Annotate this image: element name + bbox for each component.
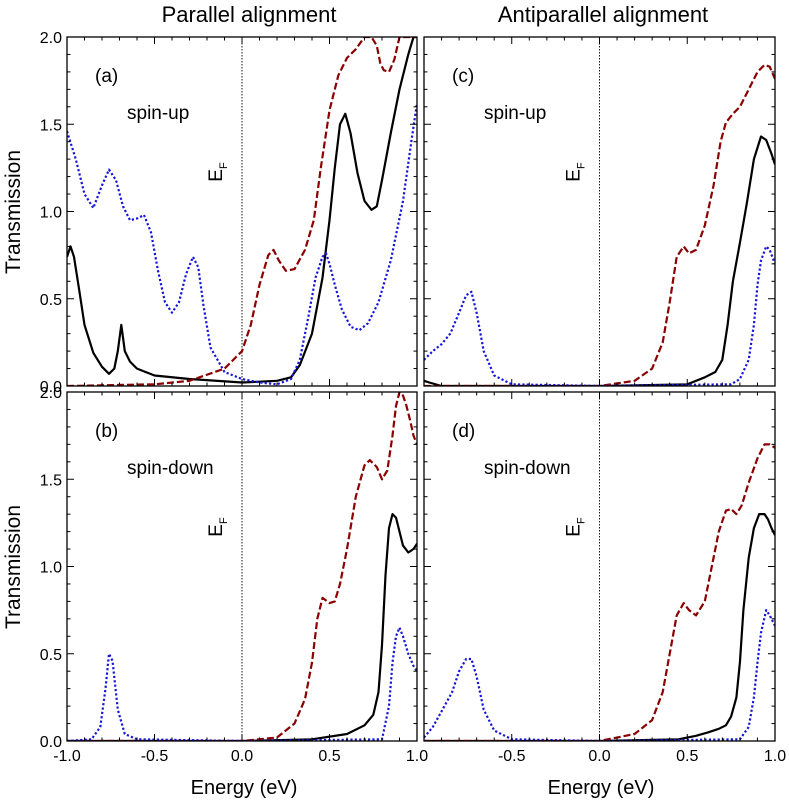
series-dashed-darkred <box>424 443 775 741</box>
x-tick-label: 1.0 <box>764 748 786 765</box>
series-dashed-darkred <box>67 37 417 386</box>
col-title-antiparallel: Antiparallel alignment <box>498 2 708 27</box>
y-tick-label: 0.0 <box>40 379 62 396</box>
panels: 0.0 0.5 1.0 1.5 2.0 (a) spin-up EF 0.0 0.5 1.0 1.5 2… <box>40 30 786 765</box>
y-tick-label: 1.0 <box>40 560 62 577</box>
panel-label: (d) <box>452 421 475 442</box>
y-tick-label: 2.0 <box>40 385 62 402</box>
x-tick-label: 0.5 <box>676 748 698 765</box>
series-dotted-blue <box>67 626 417 741</box>
y-tick-label: 0.0 <box>40 734 62 751</box>
xlabel-left: Energy (eV) <box>191 777 298 799</box>
x-tick-label: 0.0 <box>588 748 610 765</box>
fermi-level-label: EF <box>564 517 588 537</box>
spin-annotation: spin-up <box>484 103 546 124</box>
panel-a: 0.0 0.5 1.0 1.5 2.0 (a) spin-up EF <box>40 30 418 396</box>
series-dashed-darkred <box>67 392 417 741</box>
spin-annotation: spin-up <box>127 103 189 124</box>
series-dashed-darkred <box>424 63 775 386</box>
x-tick-label: 0.0 <box>231 748 253 765</box>
spin-annotation: spin-down <box>484 458 571 479</box>
ylabel-top: Transmission <box>2 150 25 274</box>
series-solid-black <box>424 513 775 741</box>
y-tick-label: 1.5 <box>40 472 62 489</box>
x-tick-label: 1.0 <box>406 748 428 765</box>
x-tick-label: -1.0 <box>53 748 81 765</box>
y-tick-label: 0.5 <box>40 292 62 309</box>
panel-label: (c) <box>452 66 474 87</box>
x-tick-label: -0.5 <box>141 748 169 765</box>
y-tick-label: 2.0 <box>40 30 62 47</box>
xlabel-right: Energy (eV) <box>548 777 655 799</box>
series-solid-black <box>424 135 775 386</box>
series-solid-black <box>67 513 417 741</box>
fermi-level-label: EF <box>564 162 588 182</box>
fermi-level-label: EF <box>206 162 230 182</box>
x-tick-label: 0.5 <box>318 748 340 765</box>
series-dotted-blue <box>424 609 775 741</box>
series-dotted-blue <box>424 245 775 386</box>
ylabel-bottom: Transmission <box>2 505 25 629</box>
panel-label: (b) <box>95 421 118 442</box>
panel-b: 0.0 0.5 1.0 1.5 2.0 -1.0 -0.5 0.0 0.5 1.0 (b) spin-… <box>40 385 428 765</box>
panel-label: (a) <box>95 66 118 87</box>
col-title-parallel: Parallel alignment <box>162 2 337 27</box>
spin-annotation: spin-down <box>127 458 214 479</box>
x-tick-label: -0.5 <box>498 748 526 765</box>
y-tick-label: 1.0 <box>40 205 62 222</box>
series-dotted-blue <box>67 103 417 386</box>
y-tick-label: 1.5 <box>40 117 62 134</box>
y-tick-label: 0.5 <box>40 647 62 664</box>
panel-c: (c) spin-up EF <box>423 36 776 387</box>
series-solid-black <box>67 37 417 384</box>
panel-d: -0.5 0.0 0.5 1.0 (d) spin-down EF <box>423 391 786 765</box>
fermi-level-label: EF <box>206 517 230 537</box>
